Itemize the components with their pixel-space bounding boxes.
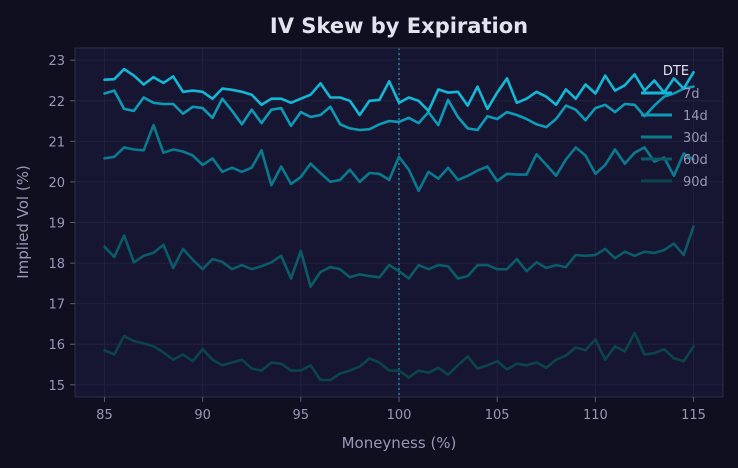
x-tick-label: 85 [96,408,113,423]
legend: DTE 7d 14d 30d 60d 90d [641,64,708,190]
y-tick-layer: 15 16 17 18 19 20 21 22 23 [48,54,75,394]
y-tick-label: 16 [48,338,65,353]
series-line-14d [103,85,695,132]
series-line-30d [103,123,695,193]
y-tick-label: 22 [48,95,65,110]
y-tick-label: 19 [48,217,65,232]
series-line-90d [103,331,695,382]
x-tick-label: 100 [387,408,412,423]
series-line-60d [103,225,695,288]
chart-title: IV Skew by Expiration [270,14,528,38]
x-tick-layer: 85 90 95 100 105 110 115 [96,397,706,423]
x-tick-label: 90 [194,408,211,423]
y-tick-label: 18 [48,257,65,272]
x-tick-label: 95 [293,408,310,423]
legend-label-60d: 60d [683,153,708,168]
y-tick-label: 17 [48,298,65,313]
legend-label-30d: 30d [683,131,708,146]
y-tick-label: 20 [48,176,65,191]
legend-label-90d: 90d [683,175,708,190]
y-tick-label: 21 [48,135,65,150]
legend-label-7d: 7d [683,87,700,102]
y-axis-label: Implied Vol (%) [14,165,32,279]
x-tick-label: 110 [583,408,608,423]
y-tick-label: 15 [48,379,65,394]
y-tick-label: 23 [48,54,65,69]
x-tick-label: 115 [681,408,706,423]
x-axis-label: Moneyness (%) [342,434,457,452]
legend-title: DTE [663,64,689,79]
series-layer [103,67,695,382]
legend-label-14d: 14d [683,109,708,124]
series-line-7d [103,67,695,117]
x-tick-label: 105 [485,408,510,423]
